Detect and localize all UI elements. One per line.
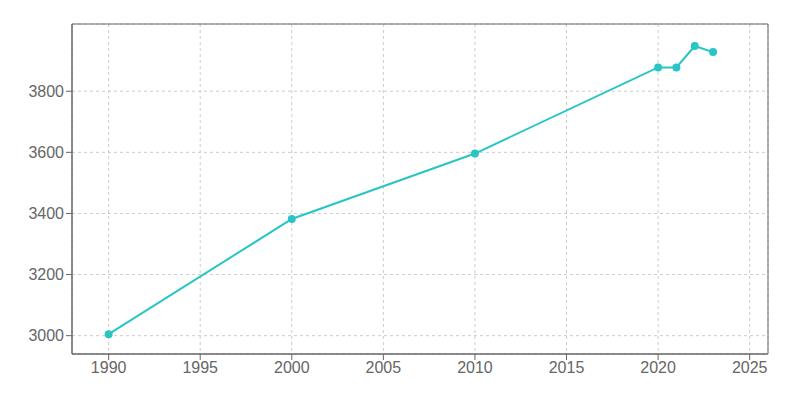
svg-text:2020: 2020 [640, 359, 676, 376]
svg-text:2000: 2000 [274, 359, 310, 376]
svg-text:1990: 1990 [91, 359, 127, 376]
svg-text:3200: 3200 [28, 266, 64, 283]
svg-text:3800: 3800 [28, 83, 64, 100]
svg-text:2015: 2015 [549, 359, 585, 376]
svg-text:2025: 2025 [732, 359, 768, 376]
svg-text:3600: 3600 [28, 144, 64, 161]
svg-text:3000: 3000 [28, 327, 64, 344]
svg-text:1995: 1995 [182, 359, 218, 376]
svg-text:2010: 2010 [457, 359, 493, 376]
svg-text:3400: 3400 [28, 205, 64, 222]
svg-text:2005: 2005 [366, 359, 402, 376]
